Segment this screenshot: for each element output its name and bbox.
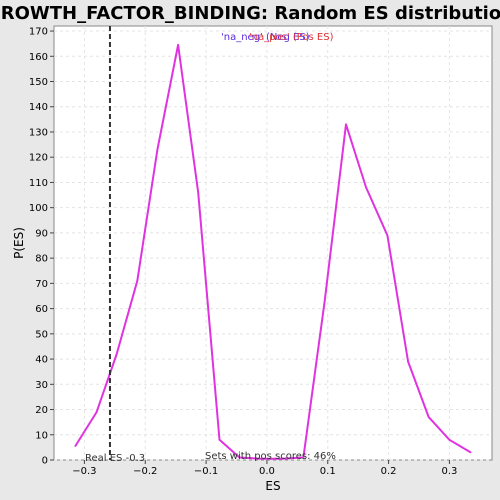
- y-tick-label: 70: [35, 279, 48, 290]
- series-line: [74, 43, 472, 460]
- y-tick-label: 90: [35, 228, 48, 239]
- data-point: [218, 439, 221, 441]
- data-point: [323, 300, 326, 302]
- y-tick-label: 120: [29, 153, 48, 164]
- y-tick-label: 100: [29, 203, 48, 214]
- y-tick-label: 50: [35, 329, 48, 340]
- real-es-label: Real ES -0.3: [85, 453, 145, 464]
- x-tick-label: 0.3: [441, 466, 457, 477]
- data-point: [345, 123, 347, 126]
- x-axis: −0.3 −0.2 −0.1 0.0 0.1 0.2 0.3: [72, 460, 457, 477]
- y-tick-label: 170: [29, 27, 48, 38]
- y-tick-label: 30: [35, 380, 48, 391]
- data-point: [427, 416, 430, 418]
- y-tick-label: 150: [29, 77, 48, 88]
- data-point: [407, 360, 409, 363]
- x-tick-label: −0.2: [133, 466, 157, 477]
- data-point: [197, 191, 199, 194]
- data-point: [95, 411, 98, 413]
- y-tick-label: 80: [35, 254, 48, 265]
- data-point: [280, 457, 282, 460]
- y-tick-label: 20: [35, 405, 48, 416]
- data-point: [238, 456, 241, 459]
- x-tick-label: −0.3: [72, 466, 96, 477]
- x-tick-label: −0.1: [194, 466, 218, 477]
- y-tick-label: 60: [35, 304, 48, 315]
- data-point: [302, 456, 305, 459]
- y-axis-label: P(ES): [12, 227, 26, 259]
- x-tick-label: 0.0: [259, 466, 275, 477]
- data-point: [74, 445, 77, 447]
- legend-neg-label: 'na_neg' (Neg ES): [221, 32, 310, 43]
- x-tick-label: 0.1: [320, 466, 336, 477]
- y-tick-label: 0: [42, 456, 48, 467]
- data-point: [259, 457, 262, 460]
- series-group: [74, 43, 472, 460]
- y-tick-label: 40: [35, 355, 48, 366]
- x-tick-label: 0.2: [381, 466, 397, 477]
- x-axis-label: ES: [265, 479, 280, 493]
- data-point: [156, 148, 159, 151]
- data-point: [136, 280, 139, 282]
- y-axis: 0 10 20 30 40 50 60 70 80 90 100 110 120 130 140 150 160…: [29, 27, 54, 467]
- data-point: [386, 234, 389, 237]
- data-point: [469, 451, 472, 454]
- data-point: [448, 439, 451, 441]
- y-tick-label: 140: [29, 102, 48, 113]
- data-point: [177, 44, 179, 46]
- y-tick-label: 130: [29, 127, 48, 138]
- y-tick-label: 110: [29, 178, 48, 189]
- y-tick-label: 160: [29, 52, 48, 63]
- legend-pos-label: 'na_pos' (Pos ES): [249, 32, 334, 43]
- plot-area: [53, 25, 493, 461]
- chart-title: GROWTH_FACTOR_BINDING: Random ES distrib…: [0, 3, 500, 24]
- pos-scores-label: Sets with pos scores: 46%: [205, 451, 336, 462]
- y-tick-label: 10: [35, 430, 48, 441]
- data-point: [115, 353, 118, 355]
- data-point: [365, 186, 367, 189]
